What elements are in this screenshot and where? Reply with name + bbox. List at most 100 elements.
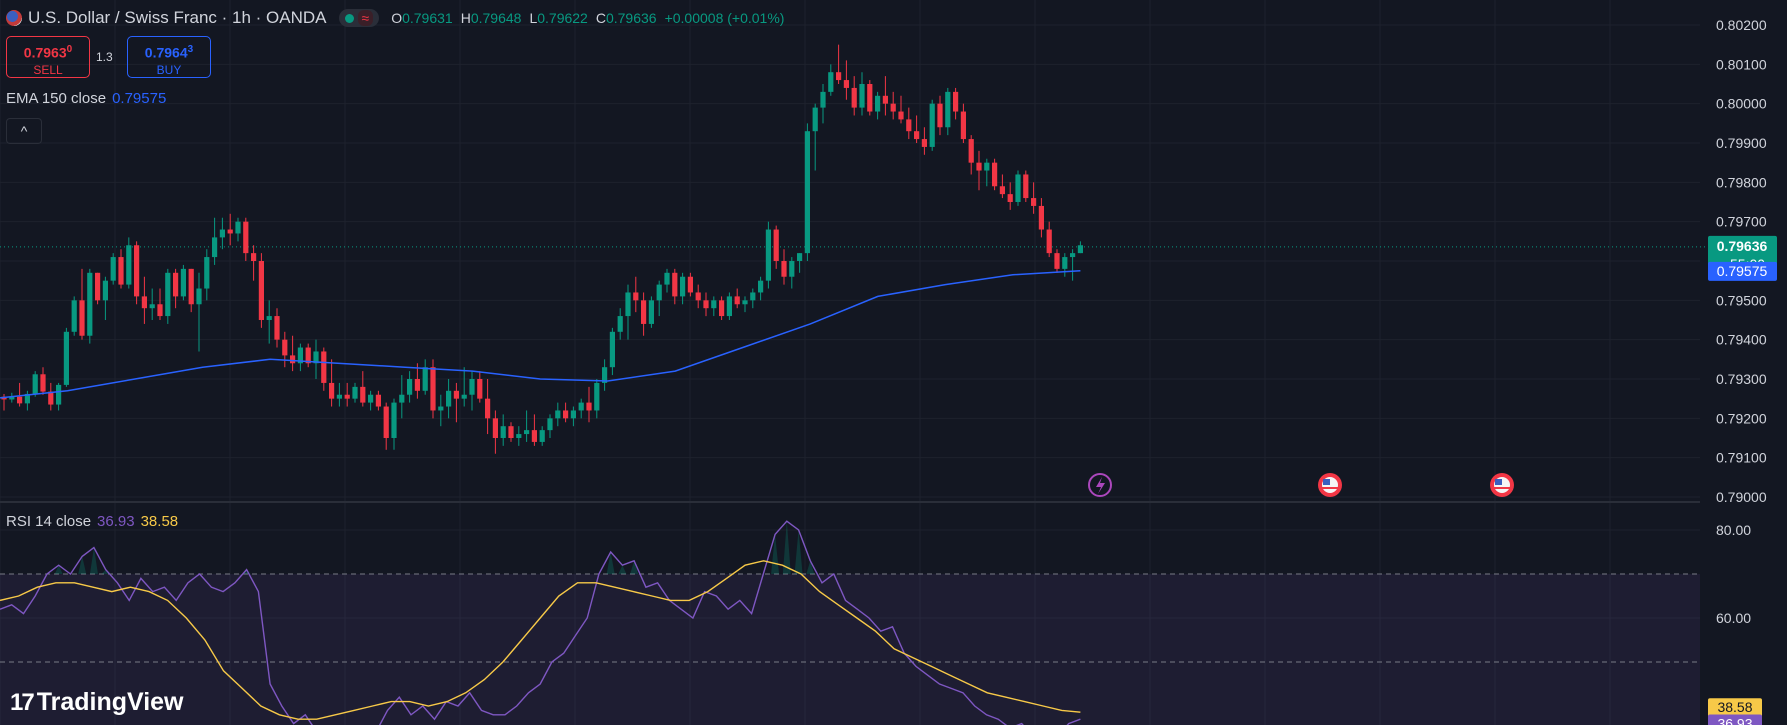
candle-body (734, 296, 740, 305)
rsi-legend-value: 36.93 (97, 513, 135, 530)
rsi-legend[interactable]: RSI 14 close 36.93 38.58 (6, 513, 178, 530)
market-status-pill[interactable]: ≈ (338, 9, 380, 27)
symbol-title[interactable]: U.S. Dollar / Swiss Franc · 1h · OANDA (28, 8, 327, 27)
candle-body (188, 268, 194, 305)
candle-body (781, 260, 787, 277)
sell-price-pip: 0 (66, 44, 73, 55)
candle-body (329, 382, 335, 399)
candle-body (1038, 205, 1044, 230)
rsi-ma-tag: 38.58 (1708, 698, 1762, 718)
candle-body (945, 91, 951, 128)
buy-button[interactable]: 0.79643 BUY (127, 36, 211, 78)
price-tick-label: 0.79900 (1716, 135, 1767, 151)
price-tick-label: 0.79100 (1716, 450, 1767, 466)
price-tick-label: 0.79800 (1716, 174, 1767, 190)
candle-body (999, 186, 1005, 195)
candle-body (461, 394, 467, 399)
candle-body (867, 83, 873, 112)
candle-body (687, 276, 693, 293)
open-key: O (391, 10, 403, 26)
candle-body (414, 378, 420, 391)
candle-body (672, 272, 678, 297)
sell-button[interactable]: 0.79630 SELL (6, 36, 90, 78)
candle-body (812, 107, 818, 132)
ema-price-label: 0.79575 (1717, 263, 1768, 279)
rsi-tick-label: 80.00 (1716, 522, 1751, 538)
tradingview-logo[interactable]: 17 TradingView (10, 688, 184, 717)
candle-body (422, 367, 428, 391)
candle-body (695, 292, 701, 301)
candle-body (453, 390, 459, 399)
rsi-value-label: 36.93 (1717, 716, 1752, 725)
close-value: 0.79636 (605, 10, 657, 26)
candle-body (485, 398, 491, 419)
rsi-line (0, 520, 1081, 725)
candle-body (391, 402, 397, 438)
event-lightning-icon[interactable] (1088, 473, 1112, 497)
candle-body (508, 426, 514, 438)
candle-body (875, 95, 881, 112)
candle-body (843, 80, 849, 88)
candle-body (430, 367, 436, 411)
candle-body (290, 355, 296, 364)
us-event-flag-icon[interactable] (1318, 473, 1342, 497)
candle-body (929, 103, 935, 147)
rsi-band-lines (0, 573, 1700, 663)
candle-body (399, 394, 405, 403)
price-tick-label: 0.79500 (1716, 292, 1767, 308)
candle-body (500, 426, 506, 438)
candle-body (313, 351, 319, 364)
candle-body (1007, 194, 1013, 202)
candle-body (563, 410, 569, 419)
rsi-axis[interactable]: 80.00 60.00 (1716, 522, 1751, 626)
price-tick-label: 0.79400 (1716, 332, 1767, 348)
wave-icon: ≈ (357, 10, 374, 26)
candle-body (368, 394, 374, 403)
candle-body (890, 103, 896, 112)
low-key: L (529, 10, 538, 26)
candle-body (617, 316, 623, 332)
candle-body (586, 402, 592, 411)
candlestick-series[interactable] (1, 44, 1083, 454)
usd-chf-flag-icon (6, 10, 22, 26)
us-event-flag-icon[interactable] (1490, 473, 1514, 497)
spread-value: 1.3 (96, 50, 113, 64)
candle-body (1046, 229, 1052, 254)
price-tick-label: 0.80000 (1716, 96, 1767, 112)
candle-body (539, 430, 545, 442)
candle-body (773, 229, 779, 261)
candle-body (407, 378, 413, 395)
candle-body (321, 351, 327, 383)
candle-body (196, 288, 202, 305)
candle-body (726, 296, 732, 317)
candle-body (602, 367, 608, 383)
candle-body (134, 245, 140, 297)
close-key: C (595, 10, 606, 26)
candle-body (828, 72, 834, 92)
collapse-legend-button[interactable]: ^ (6, 118, 42, 144)
chart-grid (0, 0, 1700, 725)
high-key: H (460, 10, 471, 26)
candle-body (836, 72, 842, 81)
rsi-tag: 36.93 (1708, 714, 1762, 725)
candle-body (984, 162, 990, 171)
tradingview-wordmark: TradingView (36, 688, 184, 716)
candle-body (438, 406, 444, 411)
candle-body (524, 430, 530, 435)
candle-body (804, 131, 810, 254)
candle-body (1023, 174, 1029, 199)
candle-body (24, 393, 30, 404)
candle-body (851, 87, 857, 108)
price-tick-label: 0.79300 (1716, 371, 1767, 387)
candle-body (204, 257, 210, 289)
candle-body (859, 83, 865, 108)
ema-price-tag: 0.79575 (1708, 261, 1777, 281)
candle-body (63, 331, 69, 385)
candle-body (758, 280, 764, 293)
ema-legend[interactable]: EMA 150 close 0.79575 (6, 90, 166, 107)
candle-body (960, 111, 966, 140)
candle-body (594, 382, 600, 411)
candle-body (976, 162, 982, 171)
candle-body (820, 91, 826, 108)
